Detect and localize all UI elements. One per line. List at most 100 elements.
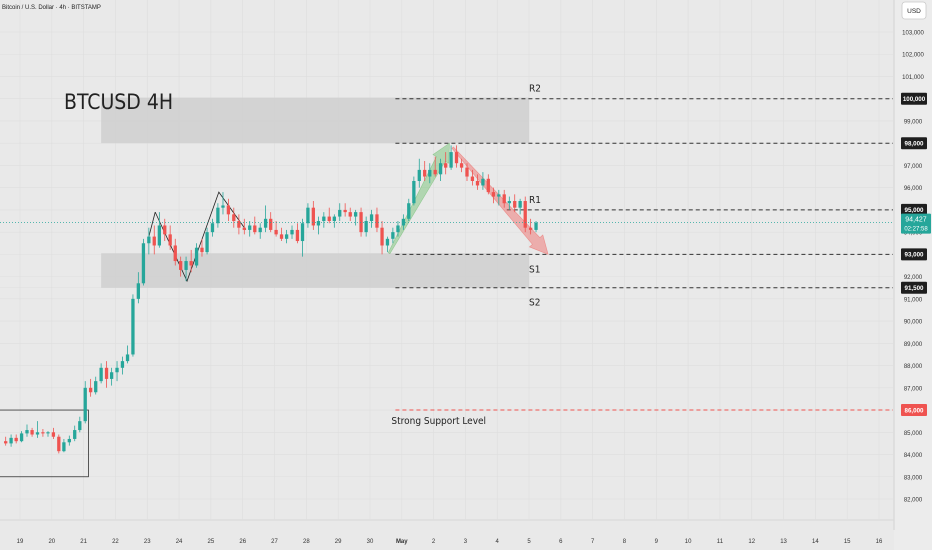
candle-body	[444, 163, 448, 168]
candle-body	[438, 163, 443, 175]
time-tick-label: 27	[271, 539, 278, 545]
candle-body	[94, 381, 98, 393]
candle-body	[306, 207, 310, 224]
candle-body	[152, 236, 156, 246]
level-text: R1	[529, 195, 541, 206]
candle-body	[141, 243, 146, 284]
level-text: R2	[529, 84, 541, 95]
price-tick-label: 90,000	[904, 320, 923, 326]
candle-body	[263, 218, 268, 228]
candle-body	[428, 169, 432, 177]
level-text: Strong Support Level	[391, 416, 486, 427]
candle-body	[343, 209, 347, 213]
boxes	[0, 409, 89, 478]
candle-body	[528, 227, 533, 230]
last-price-tag: 94,427 02:27:58	[901, 213, 931, 234]
candle-body	[78, 421, 82, 431]
last-price-countdown: 02:27:58	[904, 227, 928, 233]
candle-body	[216, 207, 220, 224]
candle-body	[200, 247, 204, 253]
level-price-labels: 100,000 98,000 95,000 93,000 91,500 86,000	[901, 92, 927, 417]
pattern-line	[148, 212, 156, 237]
candle-body	[486, 178, 490, 193]
candle-body	[131, 298, 135, 355]
candle-body	[534, 222, 538, 230]
candle-body	[290, 229, 294, 235]
candle-body	[99, 367, 103, 382]
candle-body	[189, 261, 193, 266]
level-text: S1	[529, 264, 540, 275]
currency-button[interactable]: USD	[901, 1, 927, 20]
candle-body	[316, 221, 321, 226]
candle-body	[449, 152, 453, 168]
time-tick-label: 2	[432, 539, 436, 545]
candle-body	[295, 229, 300, 242]
candle-body	[423, 169, 427, 177]
candle-body	[332, 216, 336, 222]
candle-body	[396, 225, 400, 233]
candle-body	[459, 163, 464, 168]
time-tick-label: 16	[876, 539, 883, 545]
zones	[101, 97, 530, 288]
price-tick-label: 84,000	[904, 453, 923, 459]
candle-body	[41, 432, 45, 434]
time-tick-label: 13	[780, 539, 787, 545]
candle-body	[210, 223, 215, 233]
level-tag-bg	[901, 281, 927, 294]
candle-body	[184, 261, 188, 270]
candle-body	[163, 225, 167, 235]
candle-body	[194, 247, 199, 266]
candle-body	[364, 221, 368, 233]
candle-body	[115, 367, 119, 373]
candle-body	[380, 227, 384, 246]
candle-body	[232, 214, 236, 222]
candle-body	[507, 201, 511, 204]
price-tick-label: 96,000	[904, 186, 923, 192]
candle-body	[497, 194, 501, 197]
price-tick-label: 85,000	[904, 431, 923, 437]
candle-body	[9, 437, 13, 444]
candle-body	[274, 229, 278, 235]
time-tick-label: 24	[176, 539, 183, 545]
candle-body	[73, 430, 77, 439]
level-lines: R2 R1 S1 S2 Strong Support Level	[391, 84, 893, 427]
candle-body	[407, 203, 411, 219]
time-tick-label: 10	[685, 539, 692, 545]
last-price-tag-bg	[901, 213, 931, 234]
time-tick-label: 8	[623, 539, 627, 545]
candle-body	[88, 387, 93, 393]
candle-body	[109, 372, 114, 379]
candle-body	[523, 201, 527, 228]
candle-body	[279, 234, 284, 239]
candle-body	[253, 225, 257, 233]
candle-body	[481, 178, 485, 186]
candle-body	[242, 227, 246, 230]
level-tag-bg	[901, 137, 927, 150]
pattern-lines	[148, 191, 247, 283]
candle-body	[248, 225, 252, 230]
candle-body	[46, 432, 50, 434]
candle-body	[284, 234, 289, 239]
pattern-line	[154, 191, 247, 283]
candle-body	[51, 432, 56, 437]
candle-body	[67, 438, 71, 443]
time-tick-label: 30	[367, 539, 374, 545]
level-tag-label: 95,000	[905, 207, 924, 214]
candle-body	[353, 212, 358, 217]
level-tag-label: 98,000	[905, 140, 924, 147]
level-text: S2	[529, 298, 540, 309]
level-tag-bg	[901, 404, 927, 417]
price-tick-label: 102,000	[902, 53, 924, 59]
candle-body	[173, 245, 177, 262]
candle-body	[157, 225, 161, 246]
candle-body	[401, 218, 406, 226]
time-tick-label: 9	[655, 539, 659, 545]
candle-body	[25, 430, 29, 434]
symbol-header: Bitcoin / U.S. Dollar · 4h · BITSTAMP	[2, 5, 101, 11]
candle-body	[30, 430, 34, 435]
time-tick-label: 25	[208, 539, 215, 545]
candle-body	[327, 216, 331, 222]
candle-body	[125, 354, 130, 362]
candle-body	[179, 261, 183, 270]
